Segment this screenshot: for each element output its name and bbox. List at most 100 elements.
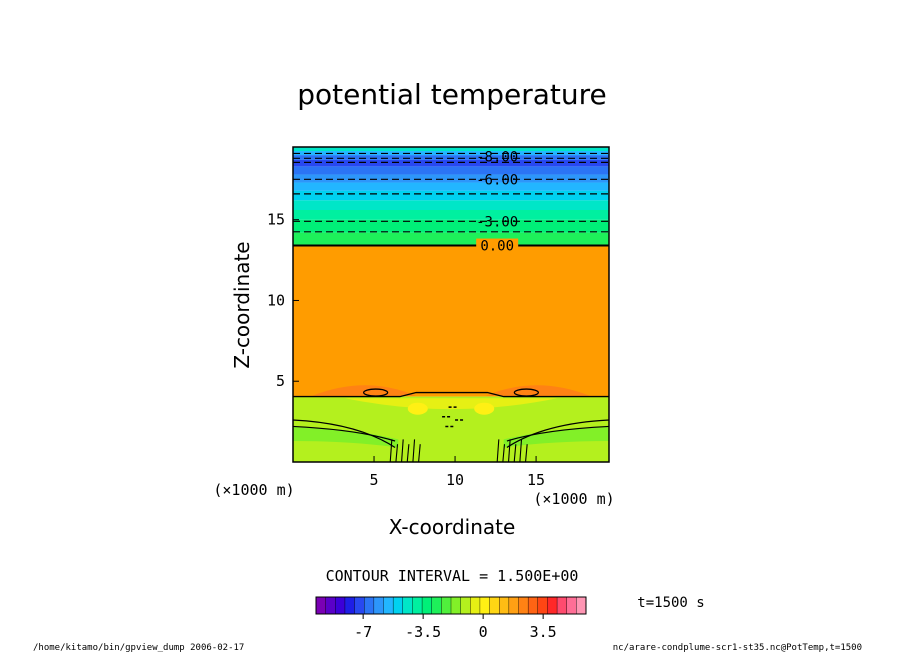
colorbar: [315, 596, 587, 615]
colorbar-swatch: [335, 596, 346, 615]
colorbar-swatch: [325, 596, 336, 615]
y-axis-label: Z-coordinate: [230, 241, 254, 368]
colorbar-swatch: [344, 596, 356, 615]
colorbar-swatch: [499, 596, 510, 615]
band-2: [293, 219, 609, 233]
colorbar-swatch: [383, 596, 394, 615]
plume-squiggle-left: [412, 439, 416, 463]
x-tick-label: 10: [446, 471, 464, 489]
hot-bump-right: [485, 385, 590, 396]
contour-eddy-right: [513, 388, 540, 397]
plume-squiggle-left: [401, 439, 404, 463]
colorbar-swatch: [373, 596, 385, 615]
cool-tongue-right: [503, 426, 609, 448]
colorbar-tick-label: -7: [354, 623, 372, 641]
band-0: [293, 245, 609, 397]
plume-squiggle-left: [406, 444, 410, 463]
y-axis-ticks: 5 10 15: [267, 211, 299, 390]
band-12: [293, 147, 609, 152]
colorbar-swatch: [354, 596, 365, 615]
colorbar-swatch: [460, 596, 471, 615]
x-axis-label: X-coordinate: [389, 515, 516, 539]
x-scale-label: (×1000 m): [533, 490, 614, 508]
colorbar-swatch: [489, 596, 500, 615]
colorbar-ticks: -7 -3.5 0 3.5: [354, 614, 557, 641]
plume-squiggle-right: [502, 444, 506, 463]
colorbar-tick-label: 3.5: [530, 623, 557, 641]
colorbar-swatch: [450, 596, 462, 615]
contour-tongue-right-0: [506, 425, 610, 442]
contour-label: 0.00: [480, 239, 514, 255]
hot-bump-left: [312, 385, 417, 396]
y-scale-label: (×1000 m): [213, 481, 294, 499]
colorbar-swatch: [537, 596, 548, 615]
band-7: [293, 174, 609, 183]
contour-tongue-left-2: [292, 419, 396, 448]
colorbar-swatch: [576, 596, 587, 615]
colorbar-tick-label: 0: [479, 623, 488, 641]
plume-squiggle-right: [519, 439, 523, 463]
contour-label: -3.00: [476, 214, 518, 230]
contour-tongue-right-1: [506, 419, 610, 448]
y-tick-label: 10: [267, 291, 285, 309]
band-1: [293, 232, 609, 246]
contour-label-bg: [476, 238, 519, 253]
colorbar-frame: [315, 596, 587, 615]
band-9: [293, 159, 609, 167]
warm-spot-left: [407, 402, 428, 415]
plume-squiggle-left: [418, 444, 421, 463]
footer-left: /home/kitamo/bin/gpview_dump 2006-02-17: [33, 643, 244, 653]
colorbar-swatch: [392, 596, 404, 615]
plume-squiggle-left: [389, 439, 393, 463]
plume-squiggle-right: [507, 439, 511, 463]
warm-spot-right: [474, 402, 495, 415]
plume-squiggle-right: [496, 439, 500, 463]
contour-eddy-left: [362, 388, 389, 397]
y-tick-label: 15: [267, 211, 285, 229]
colorbar-swatch: [402, 596, 413, 615]
contour-lines: [292, 152, 610, 463]
colorbar-swatch: [441, 596, 452, 615]
band-10: [293, 155, 609, 160]
contour-tongue-left: [292, 425, 396, 442]
contour-labels: -8.00 -6.00 -3.00 0.00: [476, 150, 518, 255]
time-label: t=1500 s: [637, 595, 704, 611]
colorbar-swatch: [479, 596, 491, 615]
colorbar-swatch: [421, 596, 433, 615]
colorbar-swatch: [518, 596, 529, 615]
contour-inversion: [293, 391, 609, 398]
cool-tongue-left: [293, 426, 399, 448]
contour-label: -8.00: [476, 150, 518, 166]
colorbar-swatch: [431, 596, 442, 615]
colorbar-swatch: [315, 596, 327, 615]
band-8: [293, 166, 609, 175]
x-axis-ticks: 5 10 15: [370, 456, 545, 489]
x-tick-label: 5: [370, 471, 379, 489]
y-tick-label: 5: [276, 372, 285, 390]
x-tick-label: 15: [527, 471, 545, 489]
plume-squiggle-right: [524, 444, 528, 463]
contour-interval-text: CONTOUR INTERVAL = 1.500E+00: [326, 567, 579, 585]
band-6: [293, 182, 609, 191]
contour-label: -6.00: [476, 172, 518, 188]
colorbar-swatch: [527, 596, 539, 615]
band-3: [293, 210, 609, 220]
colorbar-tick-label: -3.5: [405, 623, 441, 641]
band-5: [293, 190, 609, 201]
colorbar-swatch: [556, 596, 568, 615]
colorbar-swatch: [566, 596, 577, 615]
colorbar-swatch: [412, 596, 423, 615]
chart-title: potential temperature: [297, 78, 606, 111]
band-4: [293, 200, 609, 210]
footer-right: nc/arare-condplume-scr1-st35.nc@PotTemp,…: [613, 643, 862, 653]
plot-area: [293, 147, 609, 462]
colorbar-swatch: [508, 596, 520, 615]
plume-squiggle-left: [395, 444, 399, 463]
plume-squiggle-right: [513, 444, 517, 463]
warm-lobe: [344, 398, 558, 410]
colorbar-swatch: [547, 596, 558, 615]
colorbar-swatch: [364, 596, 375, 615]
colorbar-swatch: [470, 596, 481, 615]
plot-frame: [292, 146, 610, 463]
